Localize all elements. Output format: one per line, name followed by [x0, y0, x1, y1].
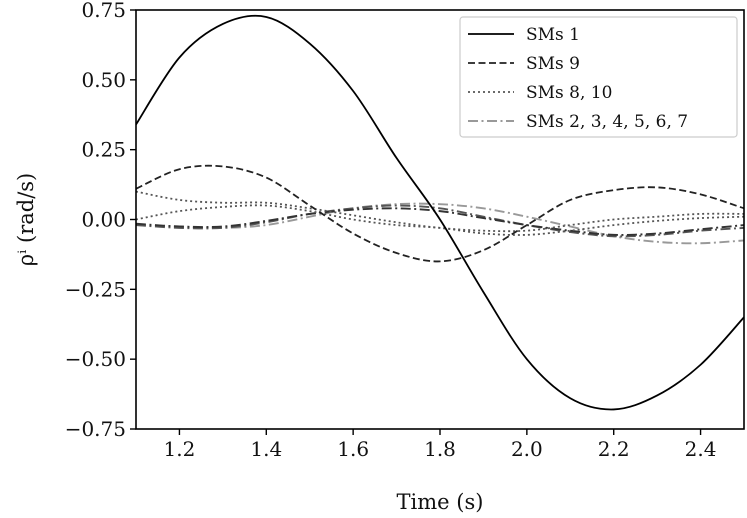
x-tick-label: 2.2	[598, 437, 630, 461]
ticks-layer: 1.2 1.4 1.6 1.8 2.0 2.2 2.4 0.75 0.50 0.25 0.00 −0.…	[65, 0, 717, 461]
x-axis-label: Time (s)	[397, 490, 484, 514]
y-tick-label: 0.50	[81, 68, 126, 92]
legend-label-sms-8-10: SMs 8, 10	[526, 83, 612, 103]
x-tick-label: 1.8	[424, 437, 456, 461]
y-tick-label: −0.50	[65, 347, 126, 371]
legend-label-sms-2-7: SMs 2, 3, 4, 5, 6, 7	[526, 112, 688, 132]
y-tick-label: 0.25	[81, 138, 126, 162]
series-line-sms-8-10-a	[136, 190, 744, 233]
legend-box	[459, 16, 738, 138]
x-tick-label: 1.4	[250, 437, 282, 461]
series-line-sms-1	[136, 14, 744, 411]
legend: SMs 1 SMs 9 SMs 8, 10 SMs 2, 3, 4, 5, 6,…	[459, 16, 738, 138]
x-tick-label: 2.0	[511, 437, 543, 461]
series-line-sms-9	[136, 164, 744, 263]
series-line-sms-2-3-4-5-6-7-c	[136, 202, 744, 245]
y-tick-label: −0.25	[65, 277, 126, 301]
x-tick-label: 1.2	[164, 437, 196, 461]
y-tick-label: 0.75	[81, 0, 126, 22]
y-tick-label: 0.00	[81, 208, 126, 232]
legend-label-sms-9: SMs 9	[526, 54, 580, 74]
x-tick-label: 2.4	[685, 437, 717, 461]
y-tick-label: −0.75	[65, 417, 126, 441]
series-line-sms-2-3-4-5-6-7-a	[136, 207, 744, 236]
series-layer	[136, 14, 744, 411]
x-tick-label: 1.6	[337, 437, 369, 461]
legend-label-sms-1: SMs 1	[526, 25, 580, 45]
series-line-sms-2-3-4-5-6-7-b	[136, 204, 744, 238]
y-axis-label: ρⁱ (rad/s)	[14, 173, 38, 267]
